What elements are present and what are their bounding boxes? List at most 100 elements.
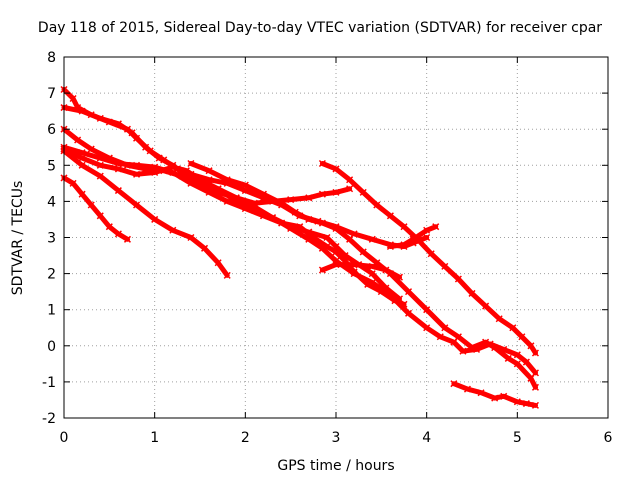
data-point: [214, 185, 222, 193]
series-line: [61, 146, 402, 302]
data-point: [182, 167, 190, 175]
y-tick-label: -2: [42, 411, 56, 427]
data-point: [223, 271, 231, 279]
x-tick-label: 0: [60, 430, 69, 446]
data-point: [423, 226, 431, 234]
data-point: [241, 181, 249, 189]
data-point: [155, 154, 163, 162]
series-line: [61, 144, 407, 307]
data-point: [350, 261, 358, 269]
series-track-5: [60, 145, 403, 303]
y-tick-label: 4: [47, 194, 56, 210]
data-point: [187, 233, 195, 242]
data-point: [482, 338, 490, 346]
data-point: [531, 349, 539, 357]
data-point: [346, 176, 354, 184]
y-axis-label: SDTVAR / TECUs: [10, 181, 26, 296]
data-point: [450, 380, 458, 388]
data-point: [359, 248, 367, 256]
data-point: [169, 163, 177, 171]
data-point: [350, 268, 358, 276]
plot-frame: [63, 56, 609, 419]
data-point: [187, 179, 195, 187]
data-point: [400, 223, 408, 231]
series-line: [319, 262, 402, 280]
data-point: [423, 233, 431, 242]
data-point: [78, 154, 86, 162]
data-point: [400, 300, 408, 308]
data-point: [187, 159, 195, 168]
data-point: [318, 159, 326, 168]
data-point: [477, 389, 485, 397]
x-tick-label: 2: [241, 430, 250, 446]
data-point: [142, 143, 150, 151]
series-track-10: [318, 261, 403, 281]
data-point: [323, 242, 331, 251]
y-tick-label: 1: [47, 303, 56, 319]
data-point: [468, 344, 476, 352]
data-point: [377, 288, 385, 296]
data-point: [463, 385, 471, 393]
data-point: [495, 315, 503, 323]
data-point: [223, 197, 231, 205]
data-point: [205, 188, 213, 196]
data-point: [169, 226, 177, 234]
data-point: [346, 235, 354, 243]
data-point: [531, 401, 539, 409]
data-point: [96, 114, 104, 122]
data-point: [368, 235, 376, 243]
data-point: [223, 176, 231, 184]
data-point: [391, 297, 399, 305]
y-tick-label: 3: [47, 231, 56, 247]
data-point: [395, 273, 403, 281]
data-point: [128, 129, 136, 137]
data-point: [296, 223, 304, 231]
data-point: [96, 161, 104, 169]
data-point: [518, 333, 526, 341]
data-point: [151, 163, 159, 171]
data-point: [405, 288, 413, 296]
data-point: [278, 219, 286, 227]
x-tick-label: 6: [604, 430, 613, 446]
series-track-12: [450, 380, 539, 409]
data-point: [114, 165, 122, 173]
data-point: [527, 342, 535, 350]
data-point: [423, 324, 431, 332]
series-track-1: [60, 174, 131, 243]
data-point: [386, 242, 394, 251]
y-tick-label: 5: [47, 158, 56, 174]
data-point: [169, 168, 177, 177]
data-point: [232, 194, 240, 202]
data-point: [454, 333, 462, 341]
data-point: [427, 250, 435, 258]
data-point: [491, 394, 499, 402]
data-point: [482, 302, 490, 310]
data-point: [491, 344, 499, 352]
y-tick-label: -1: [42, 375, 56, 391]
series-track-9: [318, 159, 539, 357]
data-point: [87, 145, 95, 153]
x-tick-label: 1: [150, 430, 159, 446]
data-point: [78, 161, 86, 169]
data-point: [332, 188, 340, 196]
data-point: [332, 224, 340, 233]
data-point: [96, 172, 104, 180]
series-line: [451, 381, 538, 408]
data-point: [259, 212, 267, 220]
data-point: [509, 324, 517, 332]
y-tick-label: 6: [47, 122, 56, 138]
data-point: [504, 354, 512, 362]
x-tick-label: 4: [422, 430, 431, 446]
axis-ticks: 0 1 2 3 4 5 6 -2 -1 0 1 2 3 4 5 6 7 8: [42, 50, 613, 446]
data-point: [400, 241, 408, 249]
data-point: [214, 259, 222, 267]
chart-title: Day 118 of 2015, Sidereal Day-to-day VTE…: [38, 20, 602, 36]
data-point: [531, 383, 539, 391]
data-point: [332, 248, 340, 256]
series-track-8: [187, 159, 539, 391]
series-track-11: [386, 223, 440, 251]
series-group: [60, 85, 539, 409]
y-tick-label: 7: [47, 86, 56, 102]
data-point: [114, 187, 122, 195]
